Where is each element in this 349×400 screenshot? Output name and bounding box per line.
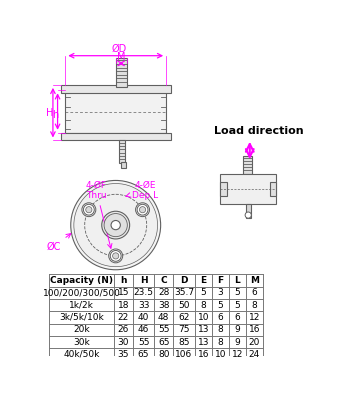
Circle shape — [113, 253, 119, 259]
Text: 35: 35 — [118, 350, 129, 359]
Text: 20k: 20k — [73, 325, 90, 334]
Text: 4-ØE
Dep L: 4-ØE Dep L — [126, 181, 158, 200]
Text: 18: 18 — [118, 301, 129, 310]
Text: 6: 6 — [252, 288, 257, 297]
Text: 40k/50k: 40k/50k — [64, 350, 100, 359]
Text: L: L — [235, 276, 240, 285]
Bar — [270, 182, 276, 196]
Text: M: M — [117, 52, 125, 62]
Text: 22: 22 — [118, 313, 129, 322]
Text: 5: 5 — [217, 301, 223, 310]
Bar — [243, 156, 252, 174]
Text: H: H — [140, 276, 147, 285]
Text: 10: 10 — [198, 313, 209, 322]
Bar — [116, 58, 127, 86]
Text: 30k: 30k — [73, 338, 90, 347]
Text: M: M — [250, 276, 259, 285]
Text: 9: 9 — [235, 338, 240, 347]
Text: 40: 40 — [138, 313, 149, 322]
Text: 8: 8 — [217, 338, 223, 347]
Text: 8: 8 — [217, 325, 223, 334]
Text: 4-ØF
Thru: 4-ØF Thru — [86, 181, 112, 248]
Circle shape — [135, 203, 149, 217]
Text: 3k/5k/10k: 3k/5k/10k — [59, 313, 104, 322]
Text: 6: 6 — [217, 313, 223, 322]
Text: 1k/2k: 1k/2k — [69, 301, 94, 310]
Text: 13: 13 — [198, 338, 209, 347]
Text: 65: 65 — [158, 338, 170, 347]
Circle shape — [111, 220, 120, 230]
Text: 24: 24 — [249, 350, 260, 359]
Text: 62: 62 — [178, 313, 190, 322]
Text: 8: 8 — [200, 301, 206, 310]
Text: 38: 38 — [158, 301, 170, 310]
Circle shape — [137, 204, 148, 215]
Text: 13: 13 — [198, 325, 209, 334]
Circle shape — [102, 211, 129, 239]
Text: h: h — [120, 276, 127, 285]
Text: C: C — [161, 276, 167, 285]
Text: 33: 33 — [138, 301, 149, 310]
Bar — [246, 204, 251, 218]
Text: 20: 20 — [249, 338, 260, 347]
Text: D: D — [180, 276, 188, 285]
Circle shape — [83, 204, 94, 215]
Circle shape — [110, 250, 121, 261]
Text: E: E — [200, 276, 206, 285]
Circle shape — [71, 180, 161, 270]
Text: 55: 55 — [138, 338, 149, 347]
Circle shape — [104, 214, 127, 237]
Circle shape — [82, 203, 96, 217]
Circle shape — [140, 207, 146, 213]
Text: 23.5: 23.5 — [134, 288, 154, 297]
Circle shape — [109, 249, 123, 263]
Text: 55: 55 — [158, 325, 170, 334]
Bar — [220, 174, 276, 204]
Text: 15: 15 — [118, 288, 129, 297]
Text: 5: 5 — [235, 288, 240, 297]
Text: 50: 50 — [178, 301, 190, 310]
Text: 12: 12 — [232, 350, 243, 359]
Text: 16: 16 — [249, 325, 260, 334]
Text: ØD: ØD — [112, 44, 127, 54]
Text: 26: 26 — [118, 325, 129, 334]
Text: 85: 85 — [178, 338, 190, 347]
Bar — [121, 162, 126, 168]
Text: 30: 30 — [118, 338, 129, 347]
Text: 100/200/300/500: 100/200/300/500 — [43, 288, 120, 297]
Bar — [220, 182, 227, 196]
Text: 6: 6 — [235, 313, 240, 322]
Text: 65: 65 — [138, 350, 149, 359]
Text: 75: 75 — [178, 325, 190, 334]
Bar — [119, 140, 125, 164]
Circle shape — [86, 207, 92, 213]
Circle shape — [245, 212, 251, 218]
Text: 9: 9 — [235, 325, 240, 334]
Text: 16: 16 — [198, 350, 209, 359]
Text: 35.7: 35.7 — [174, 288, 194, 297]
Text: 80: 80 — [158, 350, 170, 359]
Text: 8: 8 — [252, 301, 257, 310]
Text: H: H — [46, 108, 53, 118]
Text: 28: 28 — [158, 288, 169, 297]
Text: F: F — [217, 276, 223, 285]
Text: 5: 5 — [235, 301, 240, 310]
Bar — [65, 90, 166, 133]
Text: 10: 10 — [215, 350, 226, 359]
Text: h: h — [52, 110, 58, 120]
Text: 3: 3 — [217, 288, 223, 297]
Bar — [61, 133, 171, 140]
Text: Load direction: Load direction — [214, 126, 304, 136]
Text: 5: 5 — [200, 288, 206, 297]
Text: 106: 106 — [175, 350, 193, 359]
Circle shape — [74, 184, 157, 267]
Text: Capacity (N): Capacity (N) — [50, 276, 113, 285]
Text: 48: 48 — [158, 313, 169, 322]
Bar — [61, 85, 171, 93]
Text: ØC: ØC — [46, 234, 71, 252]
Text: 46: 46 — [138, 325, 149, 334]
Text: 12: 12 — [249, 313, 260, 322]
